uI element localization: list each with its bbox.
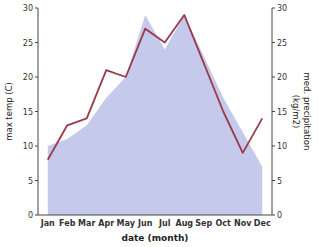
y-tick-label: 10: [23, 142, 33, 151]
y-tick-label: 30: [23, 4, 33, 13]
y2-tick-label: 20: [277, 73, 287, 82]
precip-area: [48, 15, 263, 215]
y-tick-label: 20: [23, 73, 33, 82]
temp-line: [48, 15, 263, 160]
y2-tick-label: 25: [277, 39, 287, 48]
y2-tick-label: 30: [277, 4, 287, 13]
y-tick-label: 5: [28, 177, 33, 186]
y-tick: [35, 77, 38, 78]
y-tick-label: 0: [28, 211, 33, 220]
x-tick-label: Feb: [59, 219, 76, 228]
x-tick-label: Aug: [175, 219, 193, 228]
y-tick: [35, 8, 38, 9]
y-tick-label: 25: [23, 39, 33, 48]
y2-tick-label: 15: [277, 108, 287, 117]
y-tick: [35, 111, 38, 112]
x-tick-label: Oct: [216, 219, 232, 228]
x-tick-label: Sep: [195, 219, 212, 228]
x-tick-label: Dec: [254, 219, 271, 228]
y2-tick: [272, 111, 275, 112]
y2-tick: [272, 180, 275, 181]
y2-tick: [272, 42, 275, 43]
x-tick-label: Mar: [78, 219, 95, 228]
y-tick: [35, 146, 38, 147]
y2-tick: [272, 77, 275, 78]
x-tick-label: Apr: [98, 219, 114, 228]
y-tick: [35, 180, 38, 181]
x-axis-label: date (month): [122, 233, 189, 243]
plot-area: [48, 15, 263, 215]
x-tick-label: May: [117, 219, 136, 228]
x-axis-line: [38, 215, 272, 216]
x-tick-label: Nov: [234, 219, 252, 228]
x-tick-label: Jun: [137, 219, 153, 228]
x-tick-label: Jul: [158, 219, 171, 228]
y2-tick: [272, 146, 275, 147]
chart: 051015202530051015202530JanFebMarAprMayJ…: [0, 0, 318, 247]
y-tick: [35, 215, 38, 216]
y2-tick-label: 10: [277, 142, 287, 151]
x-tick-label: Jan: [40, 219, 55, 228]
y-axis-label: max temp (C): [4, 82, 14, 141]
y2-tick: [272, 8, 275, 9]
y2-tick-label: 5: [277, 177, 282, 186]
y2-tick: [272, 215, 275, 216]
y2-axis-label: med. precipitation(kg/m2): [291, 73, 312, 151]
y2-tick-label: 0: [277, 211, 282, 220]
y-tick: [35, 42, 38, 43]
y-tick-label: 15: [23, 108, 33, 117]
